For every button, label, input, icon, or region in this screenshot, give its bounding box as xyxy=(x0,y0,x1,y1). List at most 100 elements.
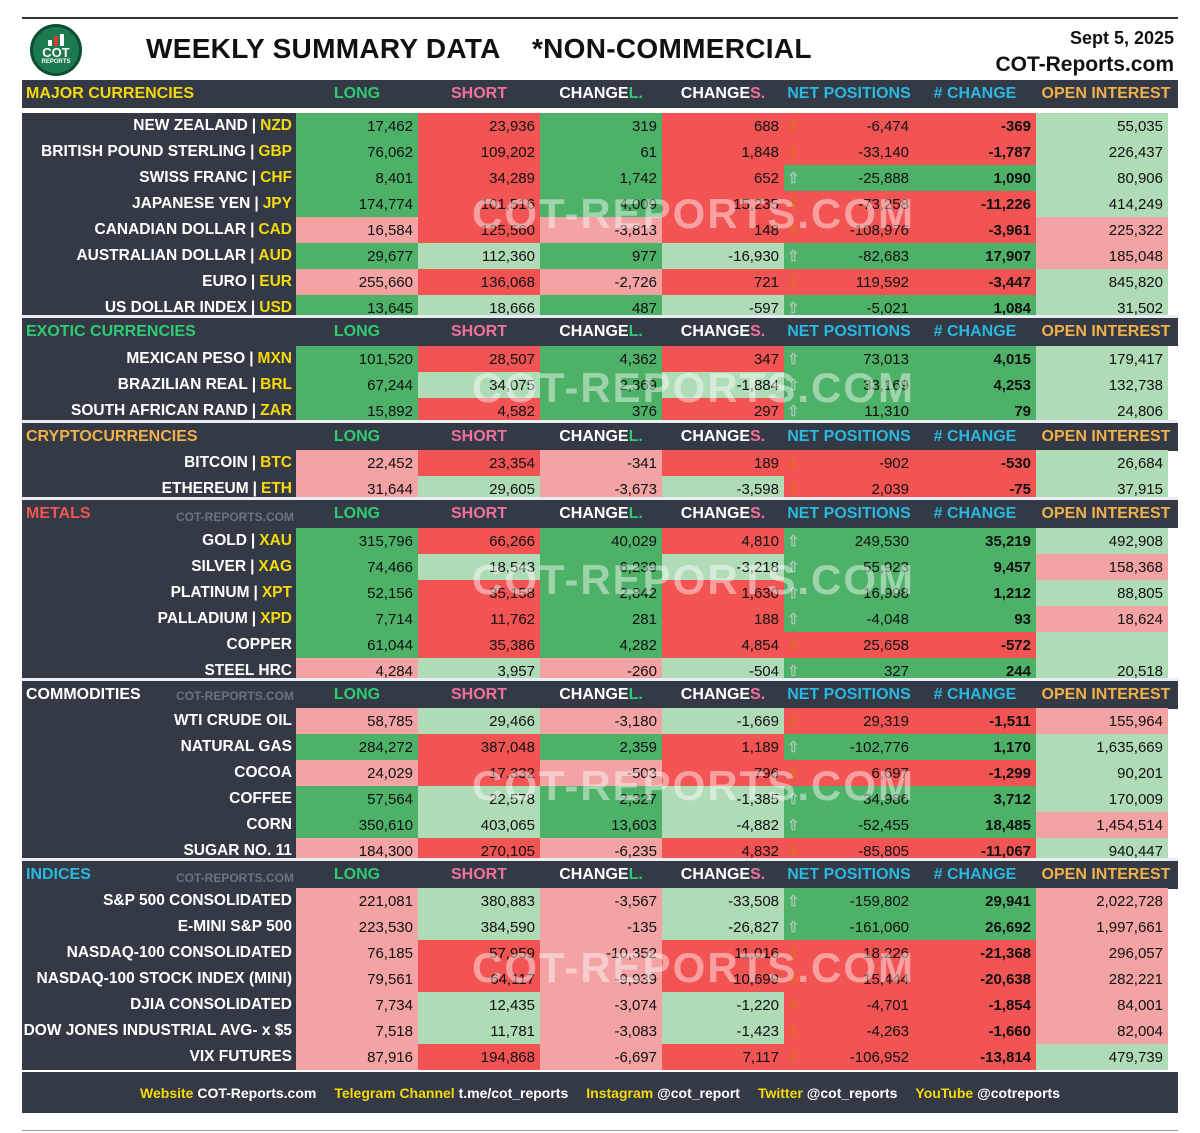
cell-change-short: 1,630 xyxy=(662,580,784,606)
cell-change-long: -3,567 xyxy=(540,888,662,914)
instrument-label: DJIA CONSOLIDATED xyxy=(130,996,292,1013)
cell-number-change: -572 xyxy=(914,632,1036,658)
net-value: -82,683 xyxy=(858,247,909,265)
ticker-symbol: CHF xyxy=(260,169,292,186)
cell-open-interest: 479,739 xyxy=(1036,1044,1168,1070)
cell-change-long: 2,359 xyxy=(540,734,662,760)
section-header: INDICES LONG SHORT CHANGE L. CHANGE S. NET PO… xyxy=(22,861,1178,889)
table-row: BRITISH POUND STERLING | GBP 76,062 109,202 6… xyxy=(22,139,1178,165)
col-num-change-header: # CHANGE xyxy=(933,686,1017,703)
cell-long: 284,272 xyxy=(296,734,418,760)
table-row: JAPANESE YEN | JPY 174,774 101,516 4,009 15,23… xyxy=(22,191,1178,217)
instrument-label: COFFEE xyxy=(229,790,292,807)
instrument-label: BITCOIN xyxy=(184,454,248,471)
table-row: SOUTH AFRICAN RAND | ZAR 15,892 4,582 376 297 ⇧… xyxy=(22,398,1178,424)
net-value: 16,998 xyxy=(863,584,909,602)
bottom-rule xyxy=(22,1130,1178,1131)
footer-link[interactable]: Telegram Channel t.me/cot_reports xyxy=(334,1085,568,1101)
ticker-symbol: XPD xyxy=(260,610,292,627)
cell-short: 22,578 xyxy=(418,786,540,812)
cell-change-long: -135 xyxy=(540,914,662,940)
net-value: 11,310 xyxy=(864,402,909,420)
net-value: -6,474 xyxy=(866,117,909,135)
table-row: PALLADIUM | XPD 7,714 11,762 281 188 ⇧ -4,048 93 1… xyxy=(22,606,1178,632)
cell-open-interest: 282,221 xyxy=(1036,966,1168,992)
instrument-label: WTI CRUDE OIL xyxy=(174,712,292,729)
cell-open-interest: 82,004 xyxy=(1036,1018,1168,1044)
col-change-label: CHANGE xyxy=(680,505,751,522)
arrow-up-icon: ⇧ xyxy=(787,299,800,317)
cell-change-long: 61 xyxy=(540,139,662,165)
footer-link-key: Twitter xyxy=(757,1084,807,1101)
instrument-name: JAPANESE YEN | JPY xyxy=(22,191,296,217)
cell-number-change: 1,090 xyxy=(914,165,1036,191)
instrument-name: EURO | EUR xyxy=(22,269,296,295)
cell-net-position: ⇧ 73,013 xyxy=(784,346,914,372)
table-row: SWISS FRANC | CHF 8,401 34,289 1,742 652 ⇧ -25,8… xyxy=(22,165,1178,191)
top-rule xyxy=(22,17,1178,19)
col-long-header: LONG xyxy=(333,866,381,883)
net-value: 33,169 xyxy=(863,376,909,394)
net-value: 2,039 xyxy=(871,480,909,498)
cell-number-change: 93 xyxy=(914,606,1036,632)
instrument-label: EURO xyxy=(202,273,247,290)
cell-net-position: ⇧ -25,888 xyxy=(784,165,914,191)
col-open-interest-header: OPEN INTEREST xyxy=(1041,323,1171,340)
arrow-down-icon: ⇩ xyxy=(787,480,800,498)
net-value: 6,697 xyxy=(871,764,909,782)
footer-link[interactable]: Website COT-Reports.com xyxy=(140,1085,316,1101)
instrument-name: BRAZILIAN REAL | BRL xyxy=(22,372,296,398)
cell-number-change: 29,941 xyxy=(914,888,1036,914)
cell-change-short: 297 xyxy=(662,398,784,424)
ticker-separator: | xyxy=(251,169,257,186)
ticker-separator: | xyxy=(251,454,257,471)
arrow-up-icon: ⇧ xyxy=(787,610,800,628)
report-date: Sept 5, 2025 xyxy=(1069,28,1174,48)
col-change-label: CHANGE xyxy=(559,686,629,703)
ticker-separator: | xyxy=(250,299,256,316)
net-value: -4,263 xyxy=(866,1022,909,1040)
cell-change-short: 7,117 xyxy=(662,1044,784,1070)
cell-short: 380,883 xyxy=(418,888,540,914)
arrow-down-icon: ⇩ xyxy=(787,944,800,962)
cell-change-short: 1,189 xyxy=(662,734,784,760)
ticker-symbol: XPT xyxy=(261,584,292,601)
arrow-down-icon: ⇩ xyxy=(787,764,800,782)
cell-net-position: ⇩ -902 xyxy=(784,450,914,476)
cell-change-long: -3,180 xyxy=(540,708,662,734)
arrow-up-icon: ⇧ xyxy=(787,247,800,265)
ticker-separator: | xyxy=(250,532,256,549)
ticker-separator: | xyxy=(251,610,257,627)
col-open-interest-header: OPEN INTEREST xyxy=(1041,505,1171,522)
table-row: EURO | EUR 255,660 136,068 -2,726 721 ⇩ 119,592-… xyxy=(22,269,1178,295)
net-value: -108,976 xyxy=(849,221,909,239)
arrow-down-icon: ⇩ xyxy=(787,195,800,213)
cell-long: 58,785 xyxy=(296,708,418,734)
table-row: GOLD | XAU 315,796 66,266 40,029 4,810 ⇧ 249,530… xyxy=(22,528,1178,554)
footer-link[interactable]: YouTube @cotreports xyxy=(915,1085,1060,1101)
cell-net-position: ⇩ -73,258 xyxy=(784,191,914,217)
net-value: -159,802 xyxy=(849,892,909,910)
col-change-label: CHANGE xyxy=(680,323,751,340)
cell-net-position: ⇩ -106,952 xyxy=(784,1044,914,1070)
net-value: 119,592 xyxy=(855,273,909,291)
table-row: COFFEE 57,564 22,578 2,327 -1,385 ⇧ 34,986 3,71… xyxy=(22,786,1178,812)
col-change-short-header: CHANGE S. xyxy=(662,500,784,528)
col-change-s-suffix: S. xyxy=(750,686,766,703)
table-row: NASDAQ-100 STOCK INDEX (MINI) 79,561 64,11… xyxy=(22,966,1178,992)
col-change-label: CHANGE xyxy=(680,85,751,102)
instrument-name: NATURAL GAS xyxy=(22,734,296,760)
cell-number-change: -20,638 xyxy=(914,966,1036,992)
cell-change-long: -10,352 xyxy=(540,940,662,966)
cell-number-change: -3,447 xyxy=(914,269,1036,295)
cell-long: 57,564 xyxy=(296,786,418,812)
ticker-symbol: BTC xyxy=(260,454,292,471)
col-change-s-suffix: S. xyxy=(750,323,766,340)
instrument-name: NASDAQ-100 STOCK INDEX (MINI) xyxy=(22,966,296,992)
footer-link[interactable]: Twitter @cot_reports xyxy=(758,1085,897,1101)
section-header: CRYPTOCURRENCIES LONG SHORT CHANGE L. CHANGE… xyxy=(22,423,1178,451)
col-short-header: SHORT xyxy=(451,85,507,102)
cell-change-short: -1,423 xyxy=(662,1018,784,1044)
footer-link[interactable]: Instagram @cot_report xyxy=(586,1085,740,1101)
